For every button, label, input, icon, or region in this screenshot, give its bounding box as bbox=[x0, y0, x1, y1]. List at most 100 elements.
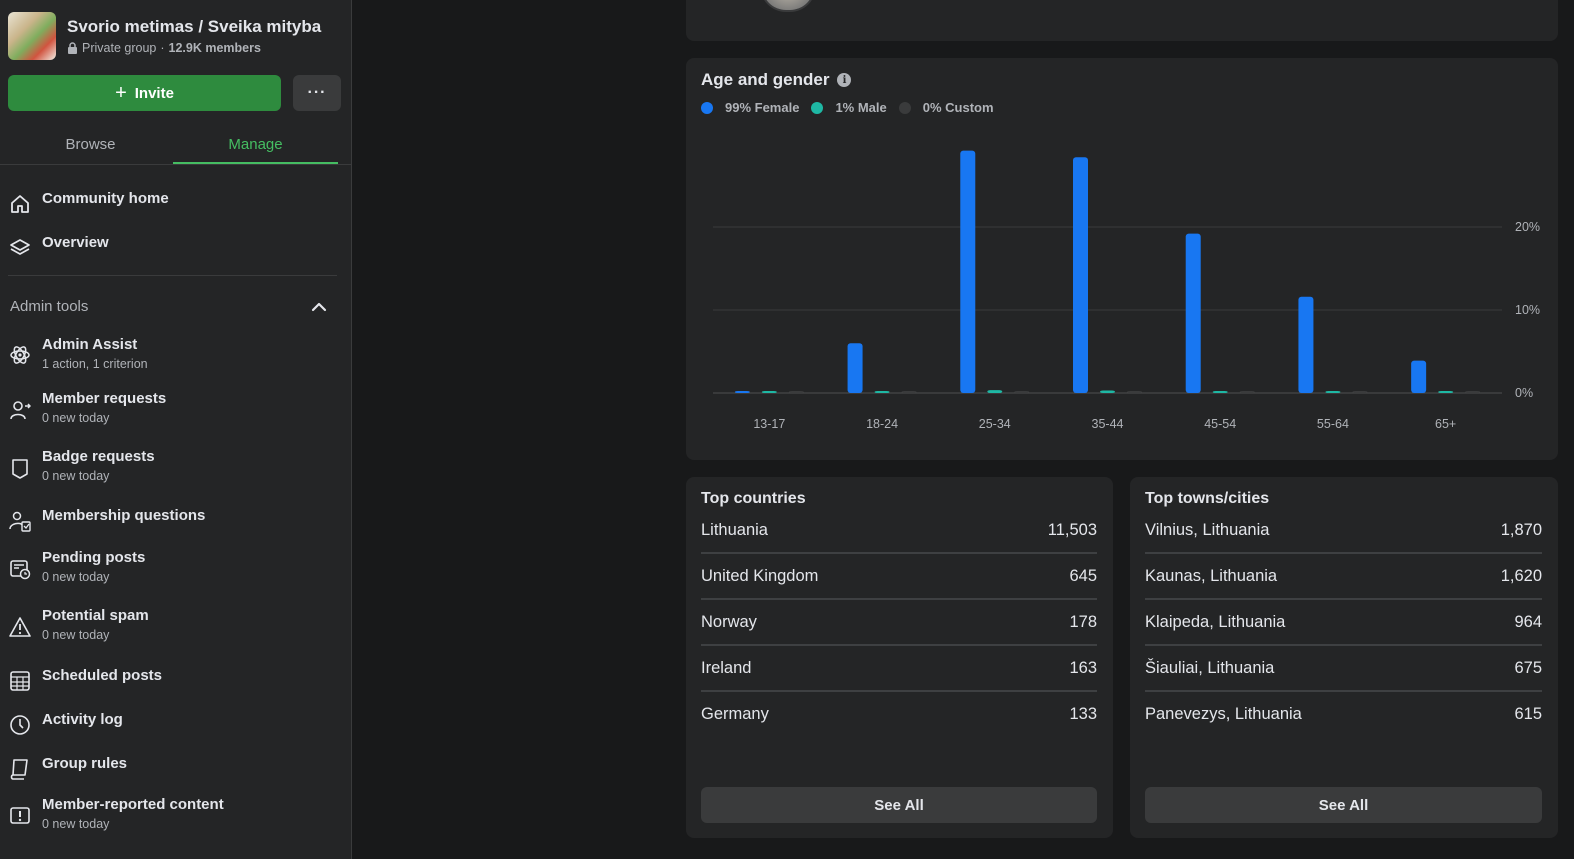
bar-male bbox=[874, 391, 890, 393]
nav-potential-spam[interactable]: Potential spam 0 new today bbox=[8, 607, 149, 642]
nav-label: Activity log bbox=[42, 711, 123, 728]
invite-button[interactable]: + Invite bbox=[8, 75, 281, 111]
bar-male bbox=[987, 390, 1003, 393]
age-gender-chart: 0% 10% 20% 13-17 18-24 25-34 35-44 45-54 55-64 65… bbox=[713, 150, 1540, 431]
warning-icon bbox=[8, 615, 32, 639]
person-add-icon bbox=[8, 398, 32, 422]
nav-label: Member requests bbox=[42, 390, 167, 407]
legend-dot bbox=[811, 101, 824, 114]
top-cities-card: Top towns/cities Vilnius, Lithuania 1,870… bbox=[1130, 477, 1558, 838]
divider bbox=[701, 552, 1097, 554]
bar-custom bbox=[1239, 391, 1255, 393]
badge-icon bbox=[8, 456, 32, 480]
bar-custom bbox=[1465, 391, 1481, 393]
nav-label: Scheduled posts bbox=[42, 667, 163, 684]
legend-custom[interactable]: 0% Custom bbox=[898, 100, 994, 115]
legend-female[interactable]: 99% Female bbox=[701, 100, 799, 115]
more-icon: ··· bbox=[307, 84, 327, 101]
nav-member-reported-content[interactable]: Member-reported content 0 new today bbox=[8, 796, 224, 831]
bar-female bbox=[1185, 233, 1201, 393]
legend-male[interactable]: 1% Male bbox=[811, 100, 887, 115]
nav-label: Membership questions bbox=[42, 507, 206, 524]
group-name[interactable]: Svorio metimas / Sveika mityba bbox=[67, 17, 322, 36]
divider bbox=[1145, 690, 1542, 692]
tab-manage[interactable]: Manage bbox=[173, 123, 338, 165]
chart-legend: 99% Female 1% Male 0% Custom bbox=[701, 100, 1006, 115]
group-meta: Private group · 12.9K members bbox=[67, 41, 321, 55]
bar-custom bbox=[901, 391, 917, 393]
group-cover-thumbnail[interactable] bbox=[8, 12, 56, 60]
plus-icon: + bbox=[115, 82, 127, 104]
nav-pending-posts[interactable]: Pending posts 0 new today bbox=[8, 549, 145, 584]
y-tick-label: 10% bbox=[1515, 303, 1540, 317]
list-item: Ireland 163 bbox=[701, 615, 1097, 677]
chevron-up-icon[interactable] bbox=[309, 298, 329, 316]
nav-sublabel: 1 action, 1 criterion bbox=[42, 357, 148, 371]
atom-icon bbox=[8, 343, 32, 367]
list-item: Norway 178 bbox=[701, 569, 1097, 631]
x-tick-label: 45-54 bbox=[1204, 417, 1236, 431]
divider bbox=[8, 275, 337, 276]
nav-sublabel: 0 new today bbox=[42, 570, 110, 584]
member-count[interactable]: 12.9K members bbox=[168, 41, 261, 55]
city-count: 615 bbox=[1514, 705, 1542, 723]
nav-label: Pending posts bbox=[42, 549, 146, 566]
nav-overview[interactable]: Overview bbox=[8, 234, 109, 260]
bar-female bbox=[1298, 296, 1314, 393]
nav-label: Member-reported content bbox=[42, 796, 224, 813]
divider bbox=[701, 644, 1097, 646]
bar-female bbox=[1073, 157, 1088, 393]
layers-icon bbox=[8, 236, 32, 260]
nav-sublabel: 0 new today bbox=[42, 469, 110, 483]
y-tick-label: 0% bbox=[1515, 386, 1533, 400]
bar-custom bbox=[788, 391, 804, 393]
nav-admin-assist[interactable]: Admin Assist 1 action, 1 criterion bbox=[8, 336, 148, 371]
divider bbox=[1145, 644, 1542, 646]
city-name: Panevezys, Lithuania bbox=[1145, 705, 1302, 723]
lock-icon bbox=[68, 42, 77, 54]
age-gender-title: Age and gender bbox=[701, 70, 830, 89]
clipboard-person-icon bbox=[8, 509, 32, 533]
divider bbox=[1145, 598, 1542, 600]
nav-label: Overview bbox=[42, 234, 109, 251]
tab-browse[interactable]: Browse bbox=[65, 135, 116, 153]
more-options-button[interactable]: ··· bbox=[293, 75, 341, 111]
bar-female bbox=[847, 343, 863, 393]
nav-group-rules[interactable]: Group rules bbox=[8, 755, 127, 781]
nav-label: Badge requests bbox=[42, 448, 155, 465]
nav-sublabel: 0 new today bbox=[42, 817, 110, 831]
bar-male bbox=[1438, 391, 1454, 393]
nav-label: Potential spam bbox=[42, 607, 149, 624]
nav-member-requests[interactable]: Member requests 0 new today bbox=[8, 390, 166, 425]
top-cities-title: Top towns/cities bbox=[1145, 490, 1270, 507]
list-item: Kaunas, Lithuania 1,620 bbox=[1145, 523, 1542, 585]
nav-badge-requests[interactable]: Badge requests 0 new today bbox=[8, 448, 155, 483]
sidebar: Svorio metimas / Sveika mityba Private g… bbox=[0, 0, 352, 859]
list-item: Klaipeda, Lithuania 964 bbox=[1145, 569, 1542, 631]
list-item: Lithuania 11,503 bbox=[701, 477, 1097, 539]
group-info: Svorio metimas / Sveika mityba Private g… bbox=[67, 12, 321, 60]
nav-sublabel: 0 new today bbox=[42, 628, 110, 642]
divider bbox=[0, 164, 352, 165]
legend-label: 99% Female bbox=[725, 100, 800, 115]
calendar-icon bbox=[8, 669, 32, 693]
bar-custom bbox=[1014, 391, 1030, 393]
nav-scheduled-posts[interactable]: Scheduled posts bbox=[8, 667, 162, 693]
previous-card bbox=[686, 0, 1558, 41]
see-all-cities-button[interactable]: See All bbox=[1145, 787, 1542, 823]
nav-activity-log[interactable]: Activity log bbox=[8, 711, 123, 737]
info-icon[interactable]: i bbox=[837, 73, 852, 87]
divider bbox=[701, 598, 1097, 600]
group-header: Svorio metimas / Sveika mityba Private g… bbox=[8, 12, 321, 60]
home-icon bbox=[8, 192, 32, 216]
report-icon bbox=[8, 804, 32, 828]
nav-community-home[interactable]: Community home bbox=[8, 190, 169, 216]
bar-male bbox=[1100, 390, 1115, 393]
nav-label: Admin Assist bbox=[42, 336, 138, 353]
group-privacy: Private group bbox=[82, 41, 157, 55]
nav-membership-questions[interactable]: Membership questions bbox=[8, 507, 205, 533]
see-all-countries-button[interactable]: See All bbox=[701, 787, 1097, 823]
divider bbox=[1145, 552, 1542, 554]
bar-custom bbox=[1127, 391, 1142, 393]
nav-sublabel: 0 new today bbox=[42, 411, 110, 425]
